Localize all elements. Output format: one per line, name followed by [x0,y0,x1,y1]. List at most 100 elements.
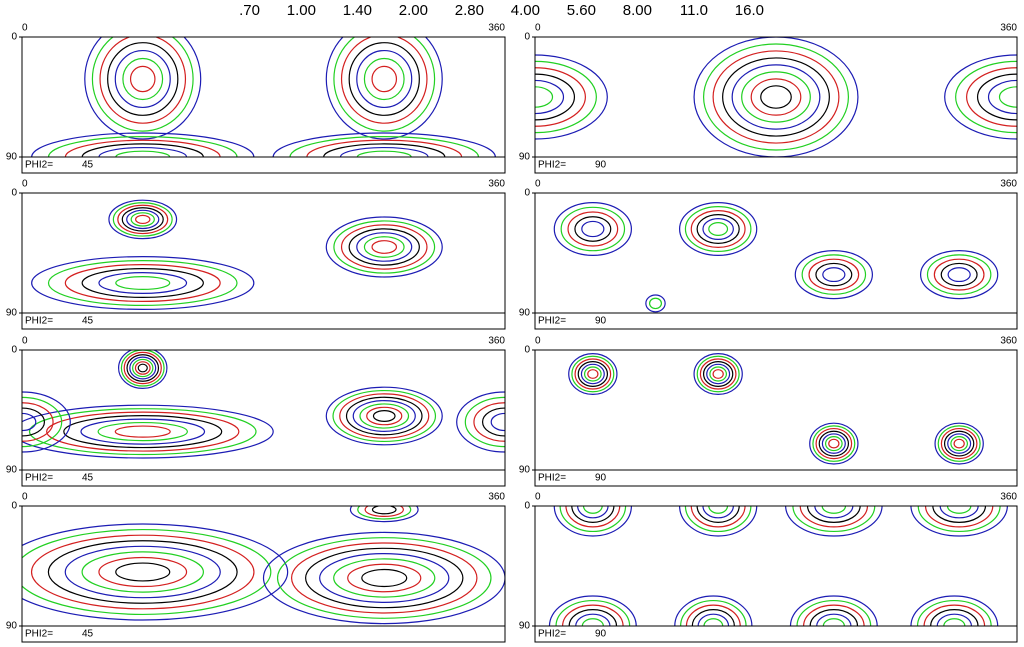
x-tick-label: 360 [1000,492,1017,503]
contour-line [741,71,811,123]
x-tick-label: 0 [535,23,541,34]
contour-line [137,363,148,373]
contour-line [22,391,71,453]
phi2-value: 90 [595,629,607,640]
contour-line [319,553,450,603]
contour-line [22,402,54,442]
y-tick-label: 90 [6,308,18,319]
y-tick-label: 0 [524,501,530,512]
contour-line [356,150,412,157]
contour-line [821,433,846,454]
contour-line [702,361,734,387]
contour-line [121,207,164,232]
contour-line [22,396,63,448]
contour-line [696,355,740,393]
contour-line [577,361,609,387]
panel: 0 360 0 90 PHI2= 90 [519,23,1018,174]
contour-line [481,407,505,437]
legend-level: 1.40 [343,2,372,19]
contour-line [305,547,464,609]
contour-line [750,78,802,116]
contour-line [333,220,436,274]
contour-line [30,534,255,610]
contour-line [356,232,413,262]
phi2-value: 45 [82,629,94,640]
contour-line [822,618,845,626]
contour-line [976,73,1017,121]
x-tick-label: 360 [488,179,505,190]
y-tick-label: 0 [524,345,530,356]
plot-frame [21,505,506,643]
contour-line [553,202,633,257]
contour-line [731,64,821,130]
contour-line [712,50,840,144]
contour-line [325,216,443,278]
y-tick-label: 0 [11,32,17,43]
contours [553,202,999,313]
contour-line [709,366,728,382]
contour-line [118,350,168,389]
contour-line [703,618,724,626]
contour-line [680,599,747,626]
contour-line [80,418,206,445]
x-tick-label: 360 [488,23,505,34]
contour-line [64,545,221,599]
contour-line [792,506,876,533]
legend-level: 1.00 [287,2,316,19]
contour-line [571,355,615,393]
contour-line [950,436,969,452]
plot-frame [21,349,506,487]
contour-line [129,65,156,93]
contour-line [926,254,992,295]
contour-line [678,202,758,257]
contour-line [535,60,597,134]
x-tick-label: 0 [535,492,541,503]
contour-line [722,57,830,137]
contour-line [64,139,221,157]
contour-line [97,421,188,442]
contour-line [809,422,859,465]
phi2-value: 45 [82,316,94,327]
contour-line [107,42,179,116]
contour-line [114,49,171,109]
contour-line [548,595,637,626]
contour-line [276,537,492,619]
x-tick-label: 360 [488,336,505,347]
contour-line [796,599,872,626]
contour-line [126,354,160,382]
contour-line [933,258,985,291]
contour-line [81,551,205,593]
contour-line [785,506,883,537]
contour-line [356,49,413,109]
phi2-label: PHI2= [25,160,53,171]
y-tick-label: 0 [524,32,530,43]
contour-line [946,506,972,514]
phi2-label: PHI2= [538,629,566,640]
contour-line [966,67,1017,127]
contour-line [22,523,289,621]
phi2-value: 90 [595,160,607,171]
contour-line [340,37,428,124]
contour-line [112,202,173,237]
contour-line [821,506,847,514]
contour-line [679,506,758,537]
phi2-label: PHI2= [538,160,566,171]
contour-line [325,37,443,140]
contour-line [84,37,202,140]
panel: 0 360 0 90 PHI2= 45 [6,336,506,487]
contour-line [306,139,463,157]
phi2-label: PHI2= [538,473,566,484]
contour-line [559,506,627,533]
contour-line [828,438,840,449]
contour-line [916,599,992,626]
contour-line [64,264,221,303]
contour-line [932,506,987,523]
contour-line [99,37,187,124]
contours [22,350,505,459]
contour-line [134,361,151,375]
contour-line [31,256,255,311]
contour-line [789,595,878,626]
contour-line [575,613,611,626]
contour-line [812,425,856,462]
